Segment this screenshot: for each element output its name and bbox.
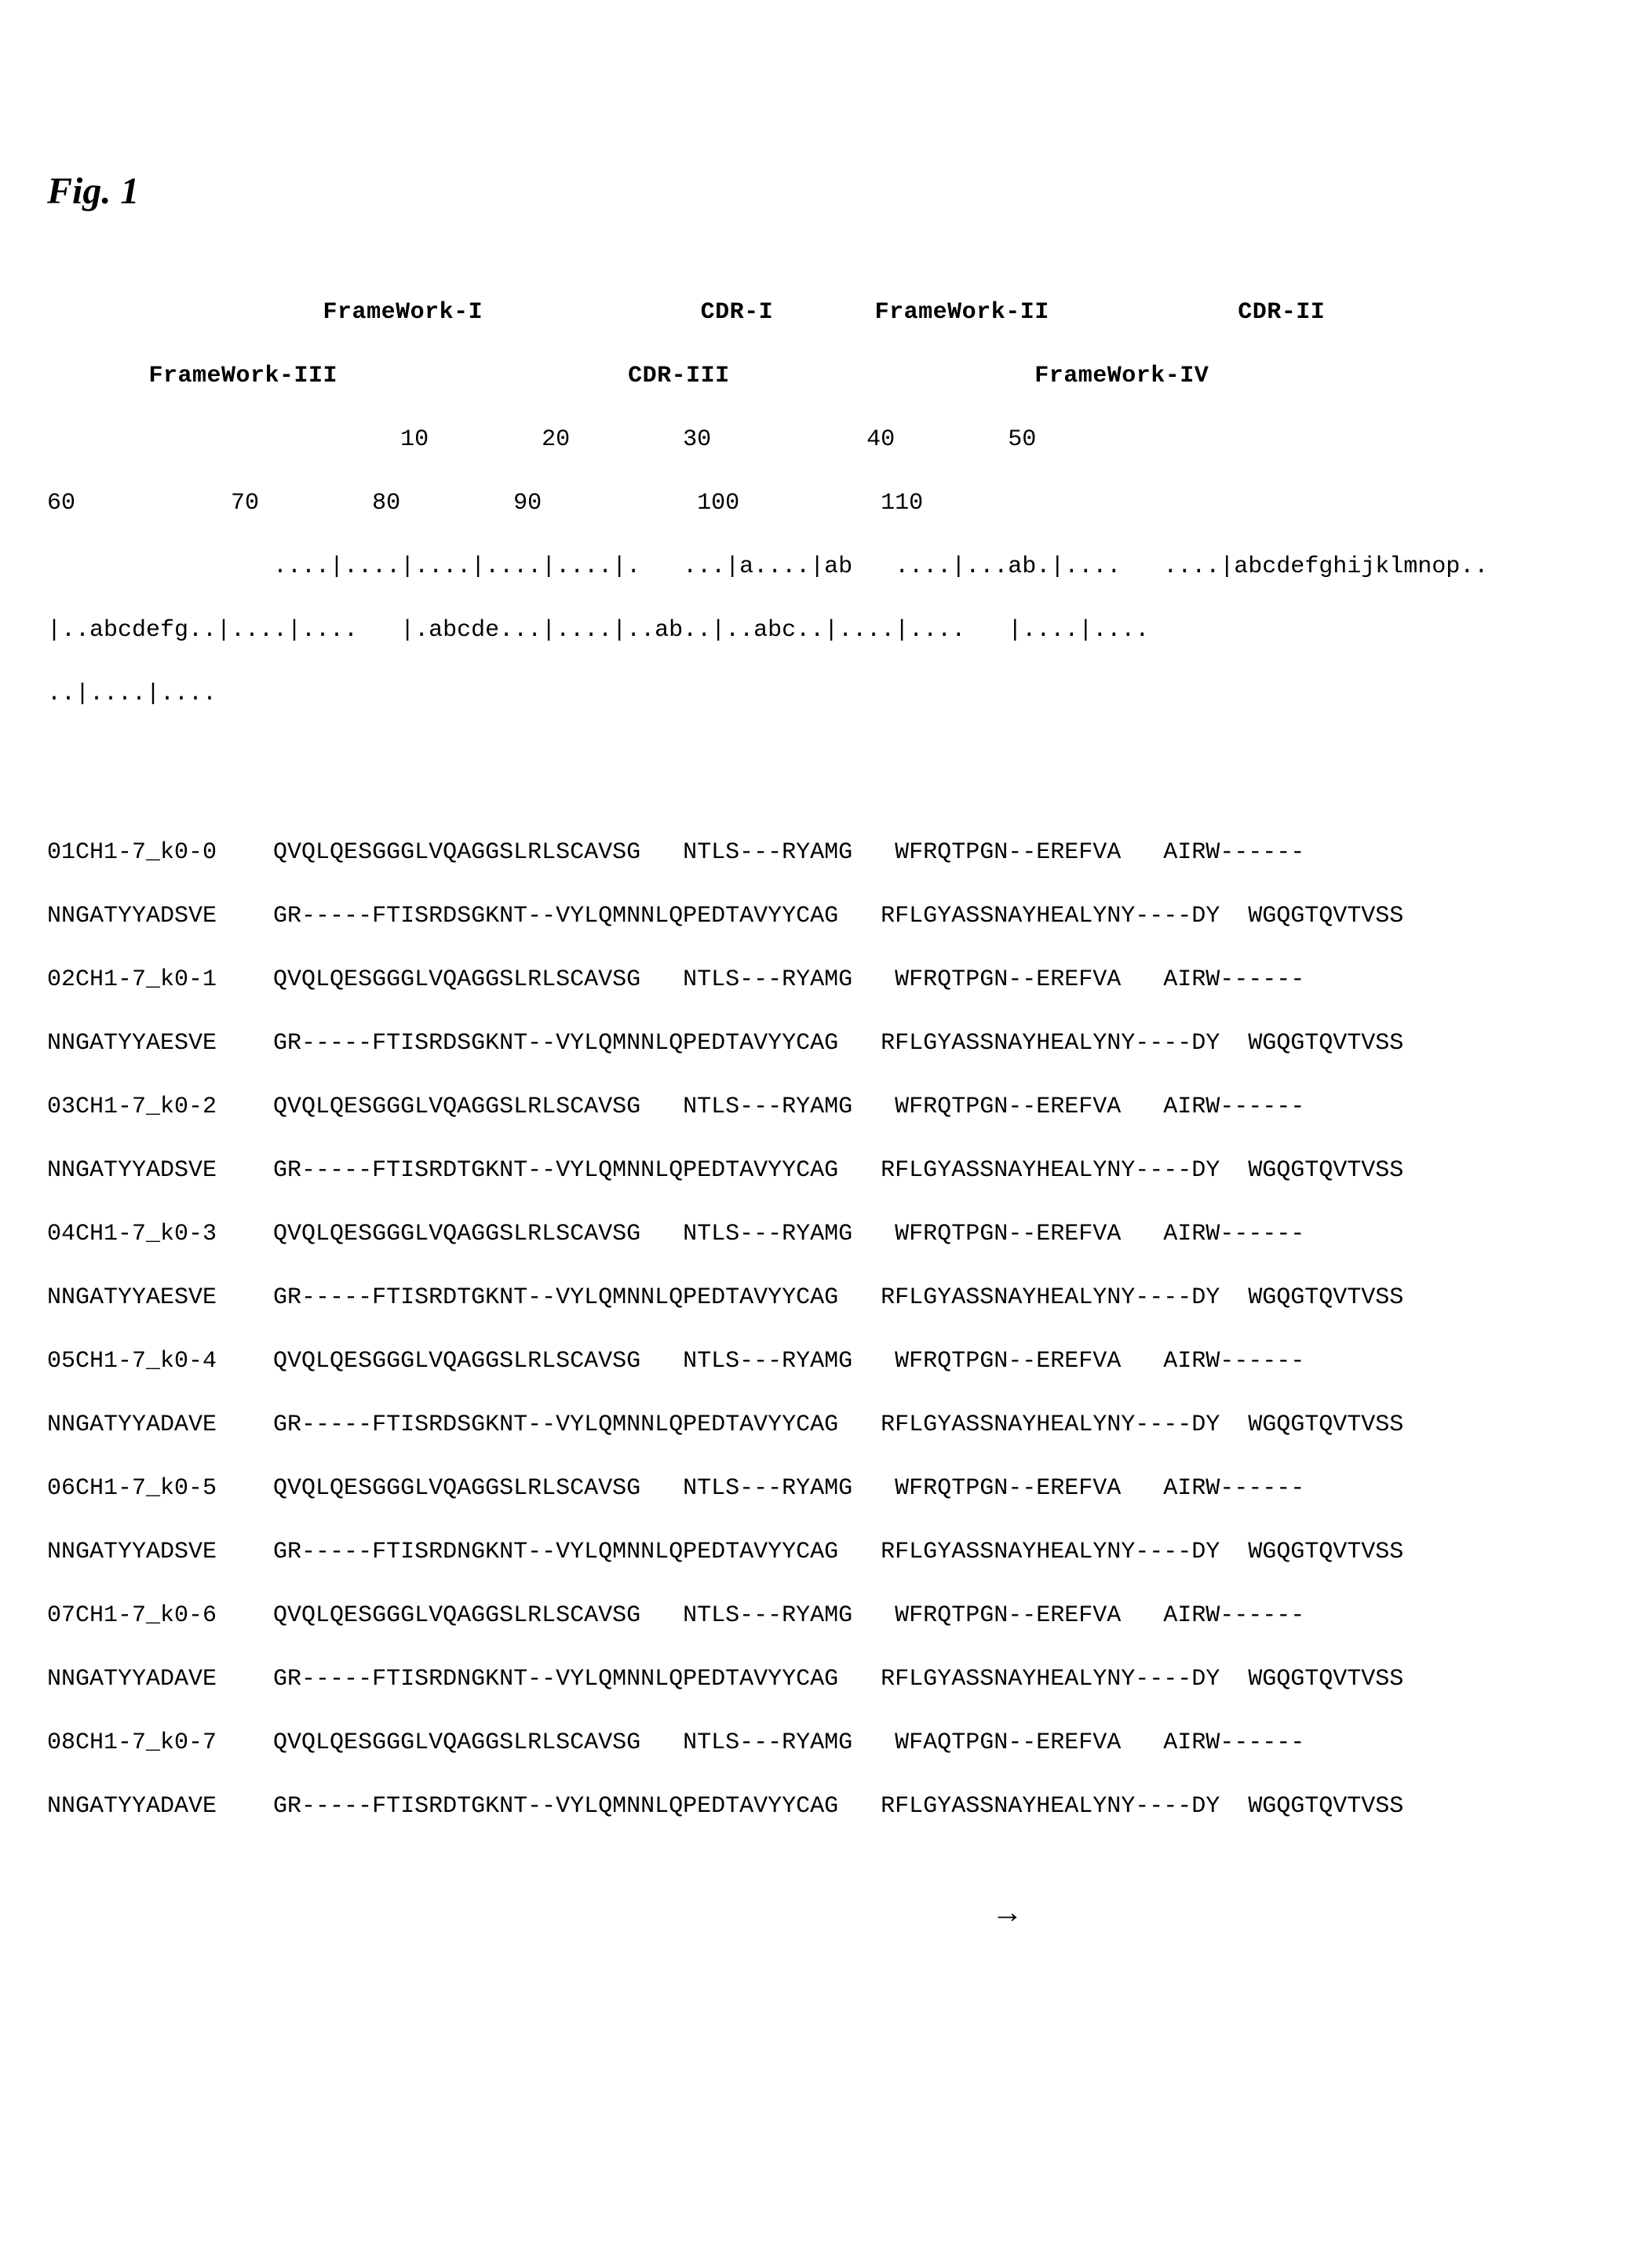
header-labels-row2: FrameWork-III CDR-III FrameWork-IV: [47, 360, 1591, 393]
alignment-row: NNGATYYADAVE GR-----FTISRDTGKNT--VYLQMNN…: [47, 1791, 1591, 1823]
ruler-row2: |..abcdefg..|....|.... |.abcde...|....|.…: [47, 615, 1591, 647]
alignment-row: 06CH1-7_k0-5 QVQLQESGGGLVQAGGSLRLSCAVSG …: [47, 1473, 1591, 1505]
ruler-row1: ....|....|....|....|....|. ...|a....|ab …: [47, 551, 1591, 583]
alignment-row: NNGATYYADAVE GR-----FTISRDNGKNT--VYLQMNN…: [47, 1664, 1591, 1696]
alignment-row: NNGATYYADAVE GR-----FTISRDSGKNT--VYLQMNN…: [47, 1409, 1591, 1441]
figure-title: Fig. 1: [47, 166, 1591, 217]
alignment-row: 05CH1-7_k0-4 QVQLQESGGGLVQAGGSLRLSCAVSG …: [47, 1346, 1591, 1378]
scale-numbers-row1: 10 20 30 40 50: [47, 424, 1591, 456]
alignment-row: 07CH1-7_k0-6 QVQLQESGGGLVQAGGSLRLSCAVSG …: [47, 1600, 1591, 1632]
alignment-row: NNGATYYADSVE GR-----FTISRDSGKNT--VYLQMNN…: [47, 900, 1591, 933]
header-labels-row1: FrameWork-I CDR-I FrameWork-II CDR-II: [47, 297, 1591, 329]
alignment-row: 01CH1-7_k0-0 QVQLQESGGGLVQAGGSLRLSCAVSG …: [47, 837, 1591, 869]
alignment-row: 08CH1-7_k0-7 QVQLQESGGGLVQAGGSLRLSCAVSG …: [47, 1727, 1591, 1759]
continuation-arrow-icon: →: [47, 1886, 1591, 1937]
alignment-row: NNGATYYADSVE GR-----FTISRDTGKNT--VYLQMNN…: [47, 1155, 1591, 1187]
scale-numbers-row2: 60 70 80 90 100 110: [47, 488, 1591, 520]
alignment-row: 02CH1-7_k0-1 QVQLQESGGGLVQAGGSLRLSCAVSG …: [47, 964, 1591, 996]
alignment-row: NNGATYYAESVE GR-----FTISRDTGKNT--VYLQMNN…: [47, 1282, 1591, 1314]
alignment-row: NNGATYYAESVE GR-----FTISRDSGKNT--VYLQMNN…: [47, 1028, 1591, 1060]
alignment-row: 04CH1-7_k0-3 QVQLQESGGGLVQAGGSLRLSCAVSG …: [47, 1218, 1591, 1251]
alignment-row: NNGATYYADSVE GR-----FTISRDNGKNT--VYLQMNN…: [47, 1536, 1591, 1569]
spacer: [47, 742, 1591, 774]
alignment-row: 03CH1-7_k0-2 QVQLQESGGGLVQAGGSLRLSCAVSG …: [47, 1091, 1591, 1123]
ruler-row3: ..|....|....: [47, 678, 1591, 710]
